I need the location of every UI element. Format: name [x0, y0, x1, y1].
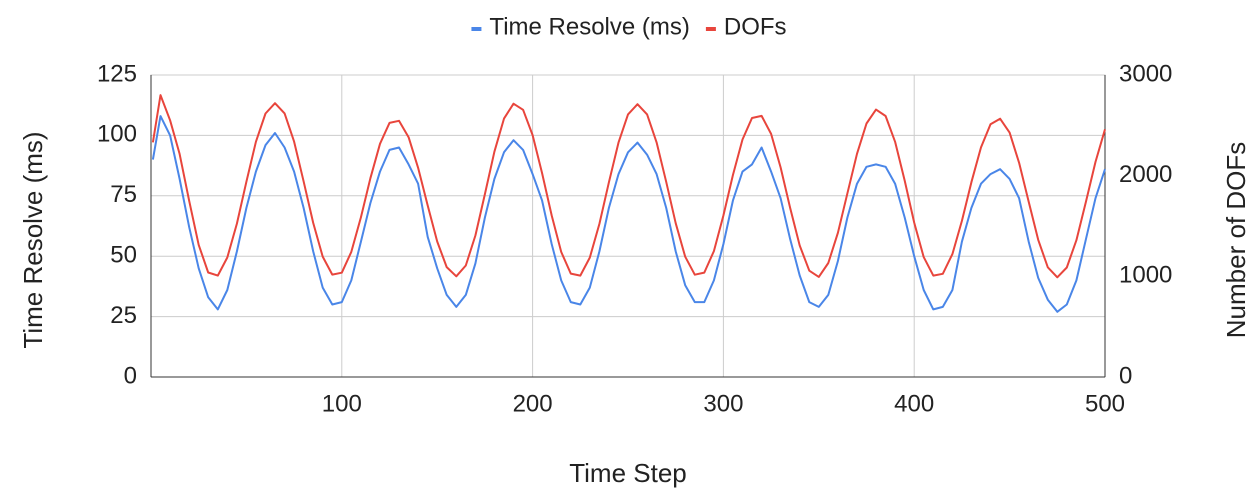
legend-label: DOFs	[724, 13, 787, 40]
plot-lines	[151, 94, 1106, 313]
x-tick-label: 100	[322, 390, 362, 417]
y2-axis-title: Number of DOFs	[1221, 142, 1251, 339]
data-line	[151, 94, 1106, 279]
y-axis-title: Time Resolve (ms)	[18, 131, 48, 348]
data-line	[151, 115, 1106, 313]
y2-tick-label: 3000	[1119, 60, 1172, 87]
x-tick-label: 400	[894, 390, 934, 417]
x-axis-title: Time Step	[569, 458, 687, 488]
legend: Time Resolve (ms) DOFs	[471, 13, 787, 40]
x-tick-label: 300	[703, 390, 743, 417]
x-tick-label: 500	[1085, 390, 1125, 417]
x-tick-label: 200	[513, 390, 553, 417]
y2-tick-label: 2000	[1119, 161, 1172, 188]
y-tick-label: 125	[97, 60, 137, 87]
y2-tick-label: 1000	[1119, 262, 1172, 289]
y-tick-label: 25	[110, 302, 137, 329]
legend-label: Time Resolve (ms)	[489, 13, 689, 40]
y-tick-label: 75	[110, 181, 137, 208]
plot-frame	[150, 74, 1106, 378]
y-tick-label: 0	[124, 362, 137, 389]
y-tick-label: 100	[97, 121, 137, 148]
y-tick-label: 50	[110, 242, 137, 269]
y2-tick-label: 0	[1119, 362, 1132, 389]
grid: 0 25 50 75 100 125 0 1000 2000 3000 100 200 300 400 50…	[97, 60, 1172, 417]
